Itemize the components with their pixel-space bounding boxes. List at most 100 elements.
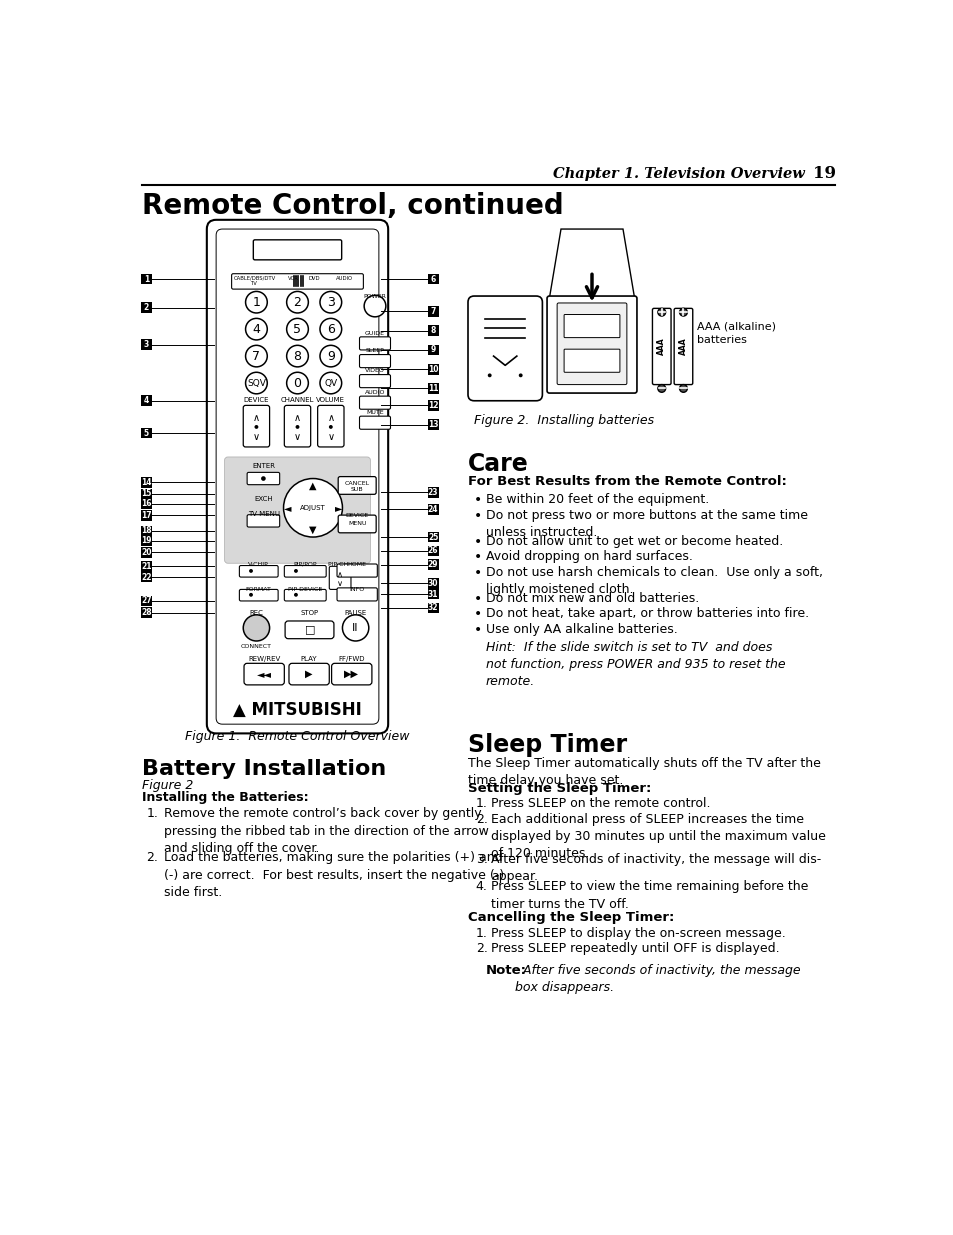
FancyBboxPatch shape xyxy=(207,220,388,734)
Text: •: • xyxy=(474,535,482,548)
Text: AAA: AAA xyxy=(657,337,665,354)
Text: 18: 18 xyxy=(141,526,152,536)
Text: 6: 6 xyxy=(430,274,436,284)
Text: DEVICE: DEVICE xyxy=(243,396,269,403)
FancyBboxPatch shape xyxy=(427,383,438,394)
FancyBboxPatch shape xyxy=(563,350,619,372)
Text: Setting the Sleep Timer:: Setting the Sleep Timer: xyxy=(468,782,651,795)
FancyBboxPatch shape xyxy=(141,427,152,438)
Text: 23: 23 xyxy=(428,488,438,496)
FancyBboxPatch shape xyxy=(359,396,390,409)
Text: FORMAT: FORMAT xyxy=(246,587,272,592)
FancyBboxPatch shape xyxy=(243,405,270,447)
Text: ▶: ▶ xyxy=(305,669,313,679)
Circle shape xyxy=(261,477,266,480)
Text: GUIDE: GUIDE xyxy=(365,331,385,336)
Text: REC: REC xyxy=(250,610,263,615)
Circle shape xyxy=(342,615,369,641)
FancyBboxPatch shape xyxy=(332,663,372,685)
Text: PIP/POP: PIP/POP xyxy=(294,562,316,567)
Text: ∧: ∧ xyxy=(336,569,343,578)
Text: 1.: 1. xyxy=(476,798,487,810)
Text: ∨: ∨ xyxy=(327,432,335,442)
FancyBboxPatch shape xyxy=(427,487,438,498)
Text: Do not use harsh chemicals to clean.  Use only a soft,
lightly moistened cloth.: Do not use harsh chemicals to clean. Use… xyxy=(485,566,821,595)
Text: 3: 3 xyxy=(327,295,335,309)
Text: 25: 25 xyxy=(428,532,437,542)
Text: 4: 4 xyxy=(144,396,149,405)
FancyBboxPatch shape xyxy=(427,531,438,542)
Text: 7: 7 xyxy=(253,350,260,363)
FancyBboxPatch shape xyxy=(557,303,626,384)
Text: VCR: VCR xyxy=(288,275,298,280)
Text: AUDIO: AUDIO xyxy=(364,390,385,395)
Text: HOME: HOME xyxy=(347,562,366,567)
Circle shape xyxy=(249,569,253,573)
Text: 21: 21 xyxy=(141,562,152,571)
FancyBboxPatch shape xyxy=(284,405,311,447)
Text: 7: 7 xyxy=(430,308,436,316)
Text: PLAY: PLAY xyxy=(300,656,317,662)
Text: For Best Results from the Remote Control:: For Best Results from the Remote Control… xyxy=(468,475,786,489)
FancyBboxPatch shape xyxy=(285,621,334,638)
Text: 19: 19 xyxy=(812,165,835,182)
FancyBboxPatch shape xyxy=(141,477,152,488)
Text: DEVICE: DEVICE xyxy=(345,513,369,517)
Text: 2: 2 xyxy=(294,295,301,309)
FancyBboxPatch shape xyxy=(427,504,438,515)
Circle shape xyxy=(286,291,308,312)
Text: Remove the remote control’s back cover by gently
pressing the ribbed tab in the : Remove the remote control’s back cover b… xyxy=(164,808,489,856)
Text: AUDIO: AUDIO xyxy=(335,275,352,280)
Text: •: • xyxy=(474,608,482,621)
FancyBboxPatch shape xyxy=(141,499,152,509)
Circle shape xyxy=(319,346,341,367)
Text: 30: 30 xyxy=(428,579,438,588)
Circle shape xyxy=(679,384,686,393)
FancyBboxPatch shape xyxy=(546,296,637,393)
Text: 22: 22 xyxy=(141,573,152,582)
FancyBboxPatch shape xyxy=(317,405,344,447)
Text: 20: 20 xyxy=(141,548,152,557)
Text: V-CHIP: V-CHIP xyxy=(248,562,269,567)
Circle shape xyxy=(249,593,253,597)
Text: REW/REV: REW/REV xyxy=(248,656,280,662)
Text: Figure 1.  Remote Control Overview: Figure 1. Remote Control Overview xyxy=(185,730,410,743)
Text: 0: 0 xyxy=(294,377,301,389)
Text: Do not allow unit to get wet or become heated.: Do not allow unit to get wet or become h… xyxy=(485,535,782,548)
FancyBboxPatch shape xyxy=(336,588,377,601)
FancyBboxPatch shape xyxy=(359,354,390,368)
Text: 27: 27 xyxy=(141,597,152,605)
Text: MUTE: MUTE xyxy=(366,410,383,415)
Text: 28: 28 xyxy=(141,608,152,618)
Text: 15: 15 xyxy=(141,489,152,499)
Text: 2.: 2. xyxy=(476,942,487,955)
Text: •: • xyxy=(474,592,482,605)
Circle shape xyxy=(319,291,341,312)
FancyBboxPatch shape xyxy=(563,315,619,337)
Circle shape xyxy=(364,295,385,317)
Text: Do not mix new and old batteries.: Do not mix new and old batteries. xyxy=(485,592,699,605)
Text: ▲: ▲ xyxy=(309,482,316,492)
Text: 9: 9 xyxy=(430,346,436,354)
FancyBboxPatch shape xyxy=(427,559,438,571)
Circle shape xyxy=(245,291,267,312)
Text: Hint:  If the slide switch is set to TV  and does
not function, press POWER and : Hint: If the slide switch is set to TV a… xyxy=(485,641,784,688)
FancyBboxPatch shape xyxy=(141,303,152,312)
Text: Press SLEEP repeatedly until OFF is displayed.: Press SLEEP repeatedly until OFF is disp… xyxy=(491,942,779,955)
Text: Avoid dropping on hard surfaces.: Avoid dropping on hard surfaces. xyxy=(485,550,692,563)
FancyBboxPatch shape xyxy=(141,526,152,536)
Text: Figure 2: Figure 2 xyxy=(142,779,193,792)
Text: AAA (alkaline)
batteries: AAA (alkaline) batteries xyxy=(696,321,775,345)
Text: Installing the Batteries:: Installing the Batteries: xyxy=(142,792,309,804)
Text: QV: QV xyxy=(324,379,337,388)
FancyBboxPatch shape xyxy=(284,589,326,601)
Text: 2: 2 xyxy=(144,303,149,312)
Text: 1.: 1. xyxy=(146,808,158,820)
Text: Press SLEEP to display the on-screen message.: Press SLEEP to display the on-screen mes… xyxy=(491,926,785,940)
Text: Chapter 1. Television Overview: Chapter 1. Television Overview xyxy=(553,167,804,180)
Text: PIP DEVICE: PIP DEVICE xyxy=(288,587,322,592)
FancyBboxPatch shape xyxy=(289,663,329,685)
Text: 11: 11 xyxy=(428,384,438,393)
FancyBboxPatch shape xyxy=(141,536,152,546)
FancyBboxPatch shape xyxy=(141,595,152,606)
